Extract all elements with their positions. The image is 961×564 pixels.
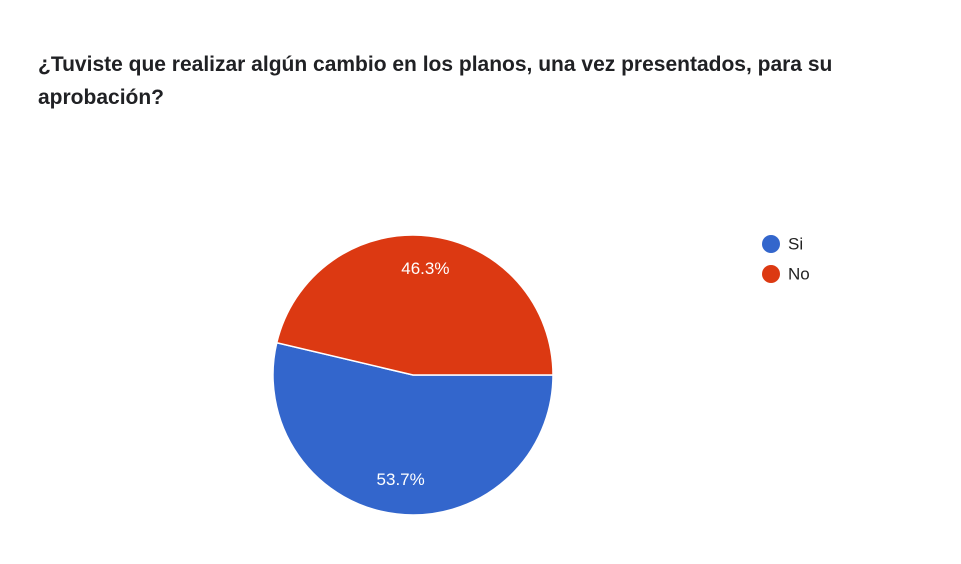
legend-label: No (788, 264, 810, 283)
legend-marker (762, 265, 780, 283)
pie-slice (272, 341, 554, 516)
legend-label: Si (788, 234, 803, 253)
pie-slice (275, 234, 554, 376)
value-label: 46.3% (401, 259, 449, 278)
legend-marker (762, 235, 780, 253)
value-label: 53.7% (377, 470, 425, 489)
chart-title: ¿Tuviste que realizar algún cambio en lo… (38, 53, 833, 109)
